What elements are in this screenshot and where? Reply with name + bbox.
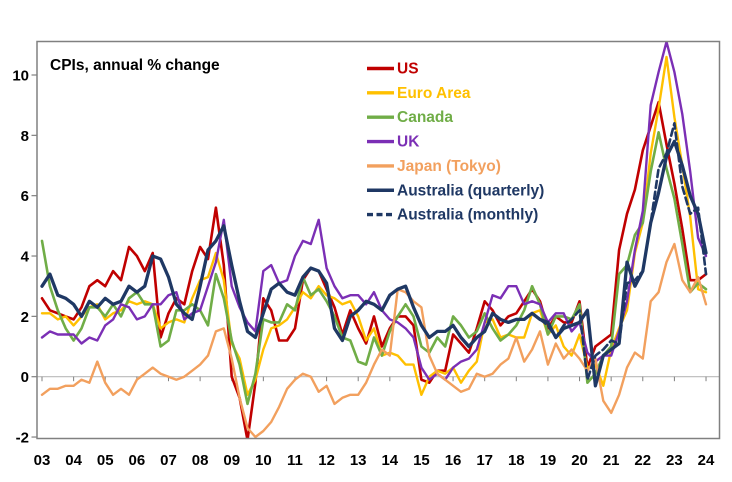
legend-label: Australia (monthly) bbox=[397, 207, 538, 224]
x-axis-label: 11 bbox=[287, 452, 303, 469]
x-axis-label: 15 bbox=[413, 452, 430, 469]
legend-label: US bbox=[397, 61, 419, 78]
legend-label: Canada bbox=[397, 109, 453, 126]
x-axis-label: 18 bbox=[508, 452, 525, 469]
legend-label: Australia (quarterly) bbox=[397, 182, 544, 199]
plot-frame bbox=[36, 40, 721, 440]
legend-label: UK bbox=[397, 134, 420, 151]
x-axis-label: 24 bbox=[698, 452, 715, 469]
x-axis-label: 10 bbox=[255, 452, 272, 469]
series-line-australia-monthly bbox=[538, 122, 708, 382]
x-axis-label: 23 bbox=[666, 452, 683, 469]
y-axis-label: -2 bbox=[16, 430, 29, 447]
x-axis-label: 22 bbox=[634, 452, 651, 469]
x-axis-label: 05 bbox=[97, 452, 114, 469]
y-axis-label: 10 bbox=[12, 68, 29, 85]
x-axis-label: 06 bbox=[129, 452, 146, 469]
series-lines bbox=[40, 41, 708, 439]
series-line-australia-quarterly bbox=[40, 139, 708, 388]
y-axis-label: 2 bbox=[21, 309, 29, 326]
y-axis-label: 4 bbox=[21, 249, 30, 266]
x-axis-label: 21 bbox=[603, 452, 620, 469]
series-line-us bbox=[40, 100, 708, 439]
x-axis-label: 09 bbox=[223, 452, 240, 469]
legend-label: Japan (Tokyo) bbox=[397, 158, 501, 175]
chart-title: CPIs, annual % change bbox=[50, 57, 220, 74]
legend-label: Euro Area bbox=[397, 85, 471, 102]
y-axis-label: 0 bbox=[21, 369, 29, 386]
x-axis-label: 16 bbox=[445, 452, 462, 469]
x-axis-label: 20 bbox=[571, 452, 588, 469]
y-axis-label: 8 bbox=[21, 128, 29, 145]
legend bbox=[367, 66, 394, 217]
x-axis-label: 19 bbox=[540, 452, 557, 469]
x-axis-label: 07 bbox=[160, 452, 177, 469]
x-axis-label: 12 bbox=[318, 452, 335, 469]
x-axis-label: 03 bbox=[34, 452, 51, 469]
y-axis-label: 6 bbox=[21, 188, 29, 205]
x-axis-label: 17 bbox=[476, 452, 493, 469]
x-axis-label: 13 bbox=[350, 452, 367, 469]
x-axis-label: 04 bbox=[65, 452, 82, 469]
x-axis-label: 08 bbox=[192, 452, 209, 469]
x-axis-label: 14 bbox=[381, 452, 398, 469]
